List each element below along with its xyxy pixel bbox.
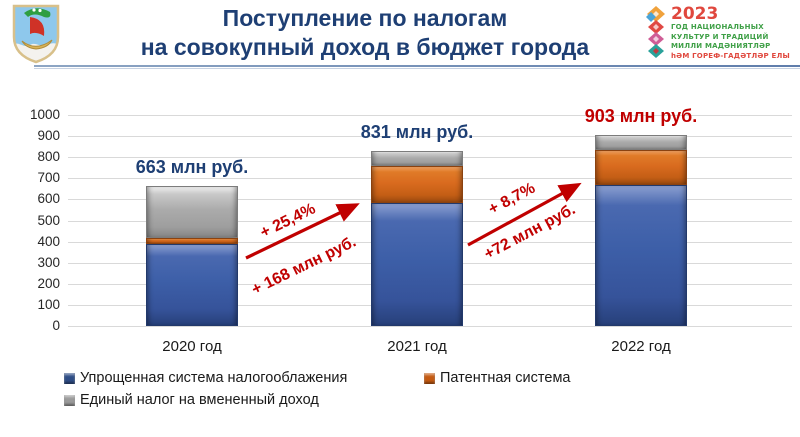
x-axis-label: 2020 год — [162, 338, 222, 355]
bar-total-label: 663 млн руб. — [135, 157, 249, 178]
page-title: Поступление по налогам на совокупный дох… — [70, 4, 660, 62]
page-title-line1: Поступление по налогам — [222, 5, 508, 31]
bar-segment — [146, 243, 238, 326]
year-logo-line1: ГОД НАЦИОНАЛЬНЫХ — [671, 23, 764, 31]
gridline — [68, 115, 792, 116]
bar-segment — [371, 166, 463, 203]
legend-label: Патентная система — [440, 370, 571, 386]
legend-swatch-blue-icon — [64, 372, 75, 384]
bar-total-label: 903 млн руб. — [584, 106, 698, 127]
bar-segment — [595, 184, 687, 326]
page-title-line2: на совокупный доход в бюджет города — [140, 34, 590, 60]
legend-item-patent: Патентная система — [424, 370, 571, 386]
y-axis-tick-label: 400 — [37, 233, 60, 249]
bar-segment — [371, 202, 463, 326]
y-axis-tick-label: 0 — [52, 318, 60, 333]
legend-item-envd: Единый налог на вмененный доход — [64, 392, 319, 408]
y-axis-tick-label: 800 — [37, 149, 60, 165]
ornament-column-icon — [646, 6, 665, 58]
chart-legend: Упрощенная система налогооблажения Патен… — [64, 367, 571, 411]
bar-segment — [595, 149, 687, 185]
bar-segment — [371, 150, 463, 167]
header-divider — [34, 65, 800, 67]
y-axis-tick-label: 700 — [37, 170, 60, 186]
bar-segment — [146, 186, 238, 238]
year-logo-text: 2023 ГОД НАЦИОНАЛЬНЫХ КУЛЬТУР И ТРАДИЦИЙ… — [671, 6, 790, 61]
year-logo-year: 2023 — [671, 4, 719, 24]
y-axis-tick-label: 1000 — [29, 107, 60, 122]
legend-label: Единый налог на вмененный доход — [80, 392, 319, 408]
header-divider-highlight — [34, 68, 800, 69]
legend-label: Упрощенная система налогооблажения — [80, 370, 348, 386]
legend-swatch-orange-icon — [424, 372, 435, 384]
year-2023-logo: 2023 ГОД НАЦИОНАЛЬНЫХ КУЛЬТУР И ТРАДИЦИЙ… — [645, 6, 790, 61]
y-axis-tick-label: 200 — [37, 275, 60, 291]
y-axis-tick-label: 300 — [37, 254, 60, 270]
legend-swatch-gray-icon — [64, 394, 75, 406]
year-logo-line4: һӘМ ГОРЕФ-ГАДӘТЛӘР ЕЛЫ — [671, 51, 790, 60]
x-axis-label: 2022 год — [611, 338, 671, 355]
year-logo-line3: МИЛЛИ МАДӘНИЯТЛӘР — [671, 42, 771, 50]
y-axis-tick-label: 100 — [37, 296, 60, 312]
y-axis-tick-label: 600 — [37, 191, 60, 207]
legend-item-usn: Упрощенная система налогооблажения — [64, 370, 424, 386]
y-axis-tick-label: 500 — [37, 212, 60, 228]
x-axis-label: 2021 год — [387, 338, 447, 355]
city-coat-of-arms-icon — [8, 3, 64, 70]
bar-segment — [146, 237, 238, 244]
bar-segment — [595, 135, 687, 150]
y-axis-tick-label: 900 — [37, 128, 60, 144]
gridline — [68, 326, 792, 327]
gridline — [68, 136, 792, 138]
year-logo-line2: КУЛЬТУР И ТРАДИЦИЙ — [671, 32, 769, 41]
bar-total-label: 831 млн руб. — [360, 121, 474, 142]
